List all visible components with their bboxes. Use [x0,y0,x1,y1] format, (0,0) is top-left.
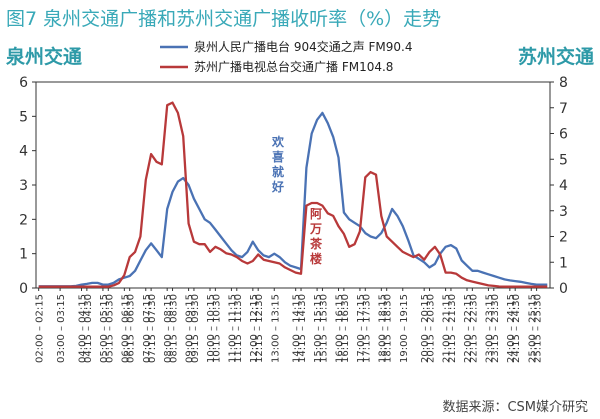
y-right-tick-label: 7 [559,101,568,117]
x-tick-label: 06:00 – 06:15 [120,294,131,363]
x-tick-label: 18:00 – 18:15 [377,294,388,363]
y-right-tick-label: 1 [559,255,568,271]
x-tick-label: 17:00 – 17:15 [356,294,367,363]
y-left-tick-label: 5 [19,109,28,125]
y-left-tick-label: 0 [19,281,28,297]
y-left-tick-label: 1 [19,247,28,263]
x-tick-label: 25:15 – 25:30 [533,294,544,363]
x-tick-label: 07:15 – 07:30 [147,294,158,363]
x-tick-label: 11:00 – 11:15 [227,294,238,363]
legend-label-2: 苏州广播电视总台交通广播 FM104.8 [194,59,393,74]
y-right-tick-label: 8 [559,75,568,91]
x-tick-label: 22:00 – 22:15 [463,294,474,363]
chart-title: 图7 泉州交通广播和苏州交通广播收听率（%）走势 [6,8,442,30]
x-tick-label: 24:00 – 24:15 [506,294,517,363]
x-tick-label: 07:00 – 07:15 [142,294,153,363]
x-tick-label: 15:00 – 15:15 [313,294,324,363]
y-right-tick-label: 6 [559,127,568,143]
x-tick-label: 20:00 – 20:15 [420,294,431,363]
x-tick-label: 12:00 – 12:15 [249,294,260,363]
plot-area [35,81,551,289]
y-left-tick-label: 2 [19,212,28,228]
x-tick-label: 04:15 – 04:30 [83,294,94,363]
x-tick-label: 10:15 – 10:30 [211,294,222,363]
x-tick-label: 09:15 – 09:30 [190,294,201,363]
x-tick-label: 08:15 – 08:30 [169,294,180,363]
x-tick-label: 25:00 – 25:15 [527,294,538,363]
x-tick-label: 12:15 – 12:30 [254,294,265,363]
x-tick-label: 15:15 – 15:30 [318,294,329,363]
legend-label-1: 泉州人民广播电台 904交通之声 FM90.4 [194,39,413,54]
y-right-tick-label: 5 [559,152,568,168]
x-tick-label: 13:00 – 13:15 [270,294,281,363]
y-right-tick-label: 3 [559,204,568,220]
x-tick-label: 23:15 – 23:30 [490,294,501,363]
y-left-tick-label: 6 [19,75,28,91]
y-left-tick-label: 4 [19,144,28,160]
x-tick-label: 22:15 – 22:30 [468,294,479,363]
x-tick-label: 11:15 – 11:30 [233,294,244,363]
series-line-2 [38,101,548,288]
x-tick-label: 10:00 – 10:15 [206,294,217,363]
x-tick-label: 03:00 – 03:15 [56,294,67,363]
x-tick-label: 04:00 – 04:15 [78,294,89,363]
y-left-tick-label: 3 [19,178,28,194]
x-tick-label: 08:00 – 08:15 [163,294,174,363]
x-tick-label: 19:00 – 19:15 [399,294,410,363]
series-line-1 [38,111,548,288]
x-tick-label: 20:15 – 20:30 [426,294,437,363]
x-tick-label: 05:15 – 05:30 [104,294,115,363]
x-tick-label: 21:15 – 21:30 [447,294,458,363]
x-tick-label: 23:00 – 23:15 [484,294,495,363]
right-axis-title: 苏州交通 [517,46,594,68]
x-tick-label: 18:15 – 18:30 [383,294,394,363]
left-axis-title: 泉州交通 [6,46,83,68]
x-tick-label: 09:00 – 09:15 [185,294,196,363]
x-tick-label: 05:00 – 05:15 [99,294,110,363]
annotation-label: 阿万茶楼 [309,207,323,266]
x-tick-label: 21:00 – 21:15 [442,294,453,363]
y-right-tick-label: 2 [559,230,568,246]
x-tick-label: 14:00 – 14:15 [292,294,303,363]
annotation-label: 欢喜就好 [271,134,285,194]
x-tick-label: 24:15 – 24:30 [511,294,522,363]
x-tick-label: 06:15 – 06:30 [126,294,137,363]
x-tick-label: 02:00 – 02:15 [35,294,46,363]
x-tick-label: 17:15 – 17:30 [361,294,372,363]
x-tick-label: 14:15 – 14:30 [297,294,308,363]
y-right-tick-label: 0 [559,281,568,297]
source-note: 数据来源：CSM媒介研究 [442,400,588,415]
y-right-tick-label: 4 [559,178,568,194]
x-tick-label: 16:00 – 16:15 [335,294,346,363]
x-tick-label: 16:15 – 16:30 [340,294,351,363]
